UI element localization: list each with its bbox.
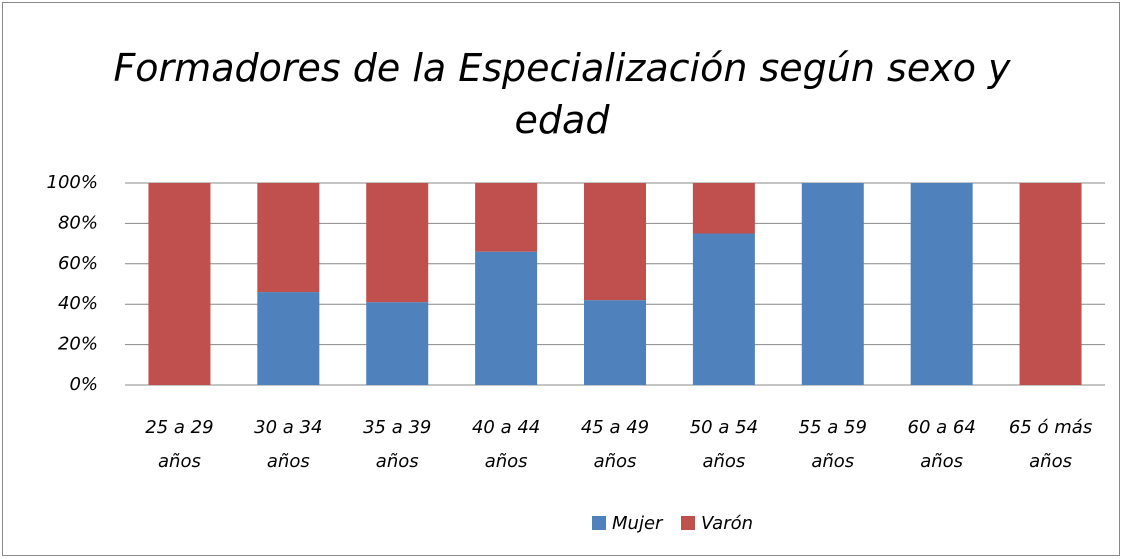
bar-segment xyxy=(257,183,320,293)
bar-segment xyxy=(475,251,538,385)
legend-swatch xyxy=(592,516,606,530)
bar-segment xyxy=(366,183,429,303)
legend-label: Mujer xyxy=(612,513,664,534)
x-tick-label: 35 a 39 años xyxy=(363,417,431,472)
chart-title: Formadores de la Especialización según s… xyxy=(113,46,1011,142)
y-tick-label: 20% xyxy=(58,334,98,355)
y-tick-label: 100% xyxy=(47,172,98,193)
bar-segment xyxy=(366,302,429,385)
bar-segment xyxy=(692,233,755,385)
x-tick-label: 60 a 64 años xyxy=(908,417,976,472)
x-tick-label: 30 a 34 años xyxy=(254,417,322,472)
x-tick-label: 55 a 59 años xyxy=(799,417,867,472)
x-tick-label: 65 ó más años xyxy=(1009,417,1092,472)
y-tick-label: 0% xyxy=(69,374,98,395)
y-tick-label: 60% xyxy=(58,253,98,274)
bar-segment xyxy=(801,183,864,385)
bar-segment xyxy=(475,183,538,252)
bar-segment xyxy=(584,183,646,301)
y-tick-label: 80% xyxy=(58,212,98,233)
legend-label: Varón xyxy=(701,513,753,534)
bar-segment xyxy=(1019,183,1082,385)
bar-segment xyxy=(257,292,320,385)
x-tick-label: 50 a 54 años xyxy=(690,417,758,472)
x-tick-label: 45 a 49 años xyxy=(581,417,649,472)
x-tick-label: 40 a 44 años xyxy=(472,417,540,472)
legend-swatch xyxy=(681,516,695,530)
x-tick-label: 25 a 29 años xyxy=(145,417,213,472)
y-tick-label: 40% xyxy=(58,293,98,314)
bar-segment xyxy=(148,183,211,385)
bar-segment xyxy=(692,183,755,234)
bar-segment xyxy=(584,300,646,385)
bar-segment xyxy=(910,183,973,385)
